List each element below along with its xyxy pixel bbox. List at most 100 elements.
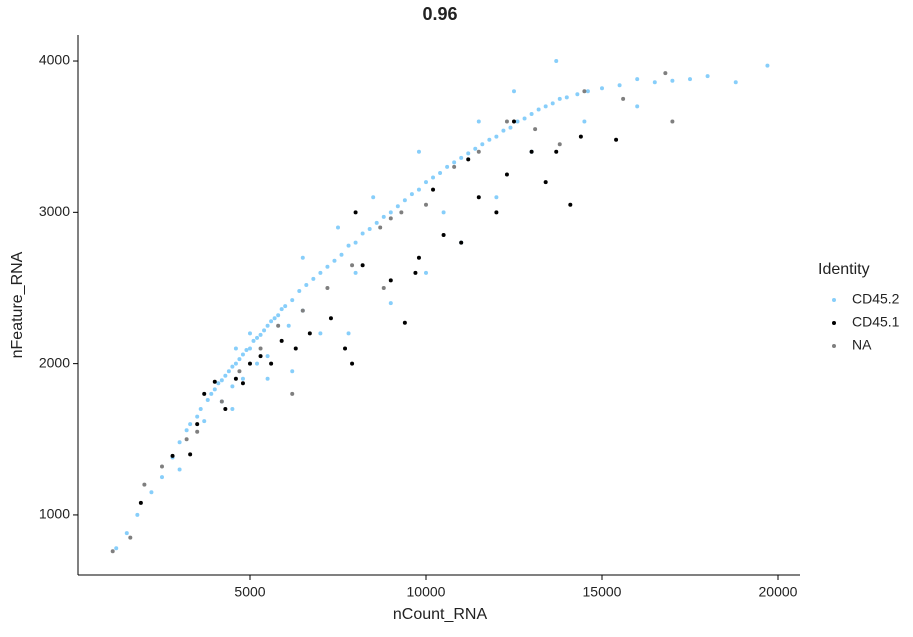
point bbox=[237, 357, 242, 362]
point bbox=[441, 233, 446, 238]
x-tick-label: 15000 bbox=[583, 584, 622, 600]
point bbox=[290, 391, 295, 396]
point bbox=[212, 379, 217, 384]
point bbox=[159, 464, 164, 469]
point bbox=[332, 258, 337, 263]
point bbox=[617, 83, 622, 88]
point bbox=[614, 137, 619, 142]
point bbox=[311, 276, 316, 281]
point bbox=[272, 316, 277, 321]
point bbox=[564, 95, 569, 100]
point bbox=[149, 490, 154, 495]
point bbox=[388, 301, 393, 306]
point bbox=[557, 142, 562, 147]
point bbox=[529, 149, 534, 154]
point bbox=[135, 512, 140, 517]
point bbox=[138, 500, 143, 505]
point bbox=[198, 407, 203, 412]
point bbox=[276, 313, 281, 318]
legend-label: CD45.2 bbox=[852, 291, 900, 307]
point bbox=[522, 116, 527, 121]
point bbox=[209, 391, 214, 396]
point bbox=[216, 381, 221, 386]
x-tick-label: 20000 bbox=[759, 584, 798, 600]
point bbox=[557, 96, 562, 101]
point bbox=[255, 361, 260, 366]
point bbox=[177, 467, 182, 472]
point bbox=[247, 346, 252, 351]
legend-key bbox=[832, 298, 836, 302]
y-tick-label: 4000 bbox=[39, 52, 70, 68]
point bbox=[568, 202, 573, 207]
point bbox=[423, 180, 428, 185]
point bbox=[416, 255, 421, 260]
point bbox=[202, 391, 207, 396]
point bbox=[276, 323, 281, 328]
point bbox=[578, 134, 583, 139]
point bbox=[494, 134, 499, 139]
point bbox=[205, 397, 210, 402]
point bbox=[582, 119, 587, 124]
point bbox=[226, 369, 231, 374]
point bbox=[247, 331, 252, 336]
point bbox=[230, 407, 235, 412]
point bbox=[543, 104, 548, 109]
point bbox=[240, 352, 245, 357]
point bbox=[269, 361, 274, 366]
y-tick-label: 2000 bbox=[39, 354, 70, 370]
point bbox=[283, 304, 288, 309]
point bbox=[476, 119, 481, 124]
point bbox=[476, 195, 481, 200]
point bbox=[466, 151, 471, 156]
point bbox=[388, 278, 393, 283]
point bbox=[159, 475, 164, 480]
point bbox=[142, 482, 147, 487]
point bbox=[582, 89, 587, 94]
point bbox=[423, 202, 428, 207]
point bbox=[508, 125, 513, 130]
point bbox=[487, 137, 492, 142]
point bbox=[233, 376, 238, 381]
point bbox=[480, 142, 485, 147]
point bbox=[233, 361, 238, 366]
point bbox=[635, 104, 640, 109]
point bbox=[343, 346, 348, 351]
point bbox=[184, 437, 189, 442]
point bbox=[240, 376, 245, 381]
point bbox=[399, 210, 404, 215]
point bbox=[473, 146, 478, 151]
point bbox=[554, 149, 559, 154]
point bbox=[494, 210, 499, 215]
point bbox=[381, 214, 386, 219]
point bbox=[297, 289, 302, 294]
point bbox=[265, 376, 270, 381]
legend-key bbox=[832, 321, 836, 325]
point bbox=[346, 331, 351, 336]
point bbox=[318, 331, 323, 336]
point bbox=[395, 204, 400, 209]
point bbox=[223, 407, 228, 412]
point bbox=[670, 78, 675, 83]
point bbox=[350, 263, 355, 268]
legend-label: CD45.1 bbox=[852, 314, 900, 330]
point bbox=[452, 160, 457, 165]
point bbox=[353, 240, 358, 245]
point bbox=[585, 89, 590, 94]
point bbox=[237, 369, 242, 374]
point bbox=[255, 335, 260, 340]
point bbox=[128, 535, 133, 540]
point bbox=[431, 187, 436, 192]
point bbox=[170, 453, 175, 458]
point bbox=[388, 216, 393, 221]
point bbox=[635, 77, 640, 82]
point bbox=[353, 210, 358, 215]
point bbox=[339, 252, 344, 257]
point bbox=[409, 192, 414, 197]
point bbox=[110, 549, 115, 554]
point bbox=[504, 119, 509, 124]
point bbox=[290, 298, 295, 303]
point bbox=[307, 331, 312, 336]
point bbox=[663, 71, 668, 76]
point bbox=[124, 531, 129, 536]
